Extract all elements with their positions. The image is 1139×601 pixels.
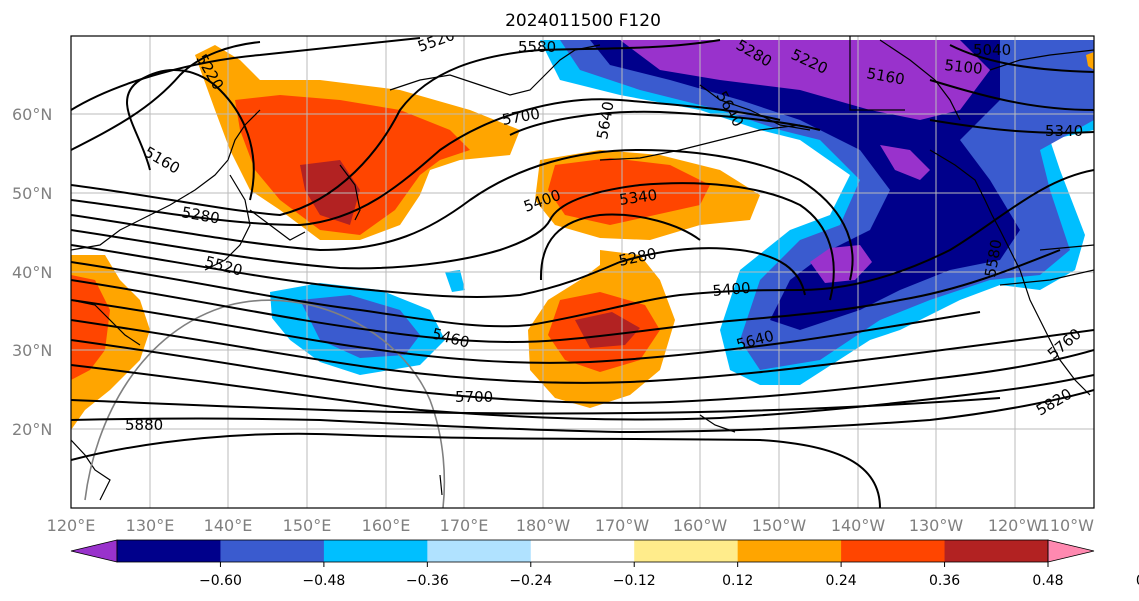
x-axis-labels: 120°E 130°E 140°E 150°E 160°E 170°E 180°…	[47, 516, 1095, 535]
field-purple-mid	[880, 145, 930, 180]
colorbar-label: −0.48	[302, 573, 345, 589]
x-tick-label: 150°W	[752, 516, 807, 535]
colorbar-segment	[427, 540, 532, 562]
y-axis-labels: 60°N 50°N 40°N 30°N 20°N	[12, 105, 52, 439]
x-tick-label: 140°W	[831, 516, 886, 535]
coastlines	[71, 36, 1094, 501]
colorbar-labels: −0.60 −0.48 −0.36 −0.24 −0.12 0.12 0.24 0.36 0.4…	[199, 573, 1139, 589]
contour-label: 5340	[618, 186, 658, 209]
colorbar-segment	[737, 540, 842, 562]
field-purple-north	[620, 40, 990, 120]
x-tick-label: 120°E	[47, 516, 96, 535]
colorbar-label: 0.12	[722, 573, 753, 589]
height-contours	[71, 37, 1094, 508]
map-frame	[70, 35, 1095, 509]
field-red-central	[548, 158, 710, 225]
colorbar-segment	[530, 540, 635, 562]
colorbar-segment	[323, 540, 428, 562]
colorbar-segment	[220, 540, 325, 562]
y-tick-label: 40°N	[12, 263, 52, 282]
colorbar-frame	[116, 539, 1049, 563]
colorbar-label: −0.12	[613, 573, 656, 589]
field-cyan-small	[445, 270, 465, 292]
contour-label: 5040	[973, 41, 1011, 59]
contour-label: 5700	[455, 388, 493, 406]
colorbar-segment	[117, 540, 221, 562]
y-tick-label: 50°N	[12, 184, 52, 203]
colorbar-label: −0.60	[199, 573, 242, 589]
colorbar-extend-high	[1047, 539, 1095, 563]
colorbar-label: 0.48	[1032, 573, 1063, 589]
field-purple-south	[810, 245, 872, 283]
colorbar-label: −0.24	[509, 573, 552, 589]
x-tick-label: 150°E	[283, 516, 332, 535]
x-tick-label: 120°W	[988, 516, 1043, 535]
x-tick-label: 170°E	[440, 516, 489, 535]
colorbar-segment	[944, 540, 1049, 562]
y-tick-label: 60°N	[12, 105, 52, 124]
figure-title: 2024011500 F120	[505, 11, 661, 31]
x-tick-label: 170°W	[595, 516, 650, 535]
contour-label: 5340	[1045, 122, 1083, 140]
colorbar-segment	[841, 540, 946, 562]
y-tick-label: 30°N	[12, 341, 52, 360]
colorbar-label: −0.36	[406, 573, 449, 589]
contour-label: 5580	[518, 38, 556, 56]
field-red-asia	[235, 95, 470, 235]
contour-label: 5880	[125, 416, 163, 434]
x-tick-label: 130°E	[126, 516, 175, 535]
colorbar-extend-low	[70, 539, 118, 563]
field-orange-east	[1086, 52, 1094, 70]
colorbar-label: 0.36	[929, 573, 960, 589]
x-tick-label: 110°W	[1040, 516, 1095, 535]
colorbar-label: 0.60	[1136, 573, 1139, 589]
colorbar-label: 0.24	[826, 573, 857, 589]
colorbar-ticks	[219, 562, 1049, 567]
contour-label: 5100	[944, 56, 984, 78]
colorbar-segments	[70, 539, 1095, 563]
x-tick-label: 180°W	[516, 516, 571, 535]
x-tick-label: 160°E	[362, 516, 411, 535]
colorbar-segment	[634, 540, 739, 562]
colorbar: −0.60 −0.48 −0.36 −0.24 −0.12 0.12 0.24 0.36 0.4…	[70, 539, 1139, 589]
x-tick-label: 140°E	[204, 516, 253, 535]
y-tick-label: 20°N	[12, 420, 52, 439]
contour-label: 5400	[712, 279, 752, 300]
x-tick-label: 160°W	[673, 516, 728, 535]
field-darkred-south	[575, 312, 640, 348]
map-area: 5520 5580 5220 5280 5220 5160 5100 5040 …	[71, 36, 1094, 508]
x-tick-label: 130°W	[909, 516, 964, 535]
